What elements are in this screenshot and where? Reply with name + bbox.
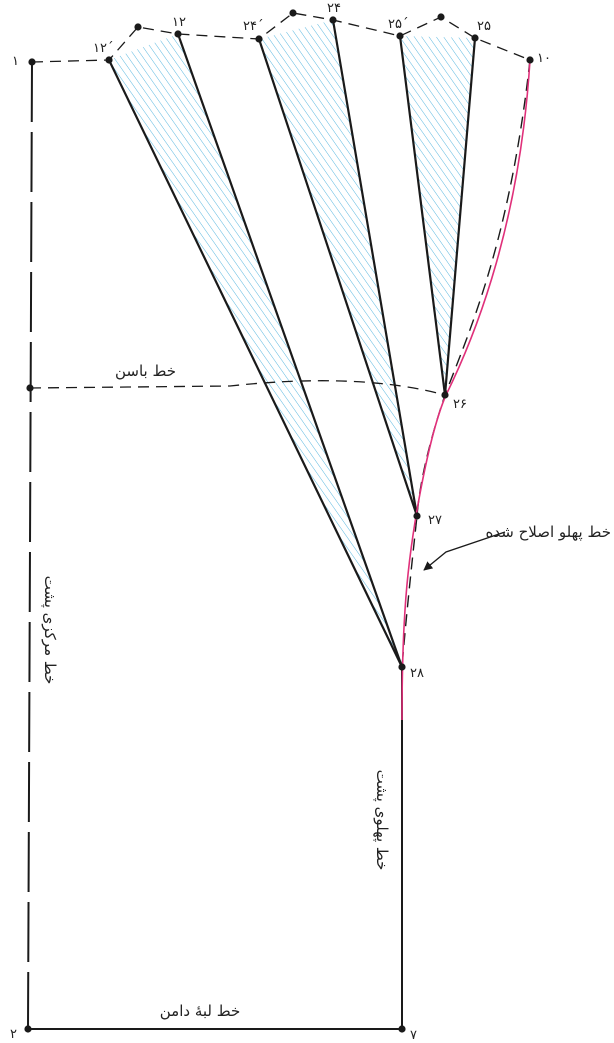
- center-back-line: [27, 61, 33, 1030]
- dart-2-fill: [259, 20, 417, 516]
- point-label-12: ۱۲: [172, 15, 186, 30]
- point-label-10: ۱۰: [537, 51, 551, 66]
- points: [24, 9, 534, 1033]
- point-label-24p: ۲۴´: [243, 19, 263, 34]
- back-side-line-label: خط پهلوی پشت: [372, 770, 391, 871]
- dart-1-fill: [109, 34, 402, 667]
- corrected-side-line-label: خط پهلو اصلاح شده: [486, 523, 611, 542]
- point-label-25p: ۲۵´: [388, 17, 408, 32]
- dart-3-fill: [400, 36, 475, 395]
- point-label-12p: ۱۲´: [93, 41, 113, 56]
- dart-legs: [108, 19, 477, 668]
- point-label-28: ۲۸: [410, 666, 424, 681]
- point-label-26: ۲۶: [453, 397, 467, 412]
- point-label-27: ۲۷: [428, 513, 442, 528]
- waist-line: [31, 12, 531, 63]
- point-label-25: ۲۵: [477, 19, 491, 34]
- point-label-24: ۲۴: [327, 1, 341, 16]
- point-label-7: ۷: [410, 1028, 417, 1043]
- hem-line-label: خط لبهٔ دامن: [160, 1002, 241, 1020]
- point-label-2: ۲: [10, 1027, 17, 1042]
- point-label-1: ۱: [12, 54, 19, 69]
- corrected-line-arrow: [423, 531, 506, 571]
- hip-line-label: خط باسن: [115, 362, 176, 380]
- corrected-side-line: [401, 59, 531, 721]
- hip-line: [29, 380, 446, 396]
- center-back-line-label: خط مرکزی پشت: [40, 576, 59, 685]
